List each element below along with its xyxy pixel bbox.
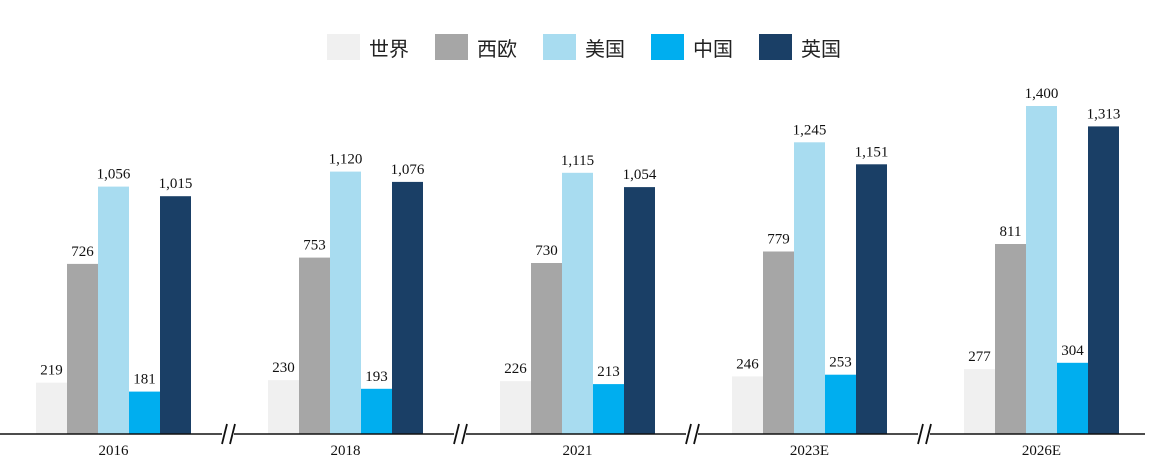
legend-swatch [327,34,360,60]
bar [1026,106,1057,434]
axis-break-stroke [453,423,460,445]
bar [160,196,191,434]
legend-swatch [651,34,684,60]
bar [392,181,423,434]
bar [732,376,763,434]
axis-break-stroke [685,423,692,445]
axis-break-stroke [461,423,468,445]
legend-item-1: 西欧 [435,33,517,62]
legend-item-0: 世界 [327,33,409,62]
data-label: 1,120 [329,152,363,168]
bar [531,263,562,434]
bar [268,380,299,434]
data-label: 730 [535,243,558,259]
data-label: 1,151 [855,144,889,160]
data-label: 1,015 [159,176,193,192]
axis-break-stroke [693,423,700,445]
bar [299,257,330,434]
data-label: 811 [1000,224,1022,240]
data-label: 1,245 [793,122,827,138]
data-label: 753 [303,238,326,254]
axis-break [917,423,932,445]
bar [794,142,825,435]
data-label: 230 [272,360,295,376]
bar [98,186,129,434]
legend-label: 美国 [585,36,625,61]
legend-swatch [759,34,792,60]
bar [361,388,392,434]
data-label: 181 [133,372,156,388]
data-label: 1,076 [391,162,425,178]
bar [964,369,995,434]
legend-swatch [543,34,576,60]
legend-label: 西欧 [477,36,517,61]
bar [856,164,887,435]
bar [624,187,655,434]
axis-break [453,423,468,445]
data-label: 253 [829,355,852,371]
axis-break-gap [222,430,234,438]
bar [825,374,856,434]
data-label: 779 [767,232,790,248]
data-label: 213 [597,364,620,380]
legend-item-3: 中国 [651,33,733,62]
data-label: 193 [365,369,388,385]
x-tick-label: 2023E [790,443,829,459]
axis-break-stroke [221,423,228,445]
bar [763,251,794,434]
data-label: 1,115 [561,153,594,169]
legend-label: 世界 [369,36,409,61]
axis-break-stroke [229,423,236,445]
data-label: 226 [504,361,527,377]
data-label: 219 [40,363,63,379]
x-tick-label: 2026E [1022,443,1061,459]
bar [330,171,361,434]
legend-label: 中国 [693,36,733,61]
data-label: 1,056 [97,167,131,183]
data-label: 726 [71,244,94,260]
data-label: 246 [736,356,759,372]
bar [995,244,1026,434]
axis-break-gap [454,430,466,438]
bar [129,391,160,434]
bar [593,384,624,434]
bar [1057,362,1088,434]
data-label: 1,054 [623,167,657,183]
axis-break-stroke [925,423,932,445]
x-tick-label: 2018 [331,443,361,459]
axis-break-stroke [917,423,924,445]
axis-break-gap [918,430,930,438]
bar [36,382,67,434]
data-label: 1,313 [1087,106,1121,122]
x-tick-label: 2021 [563,443,593,459]
bar [562,172,593,435]
data-label: 1,400 [1025,86,1059,102]
legend-label: 英国 [801,36,841,61]
legend-item-2: 美国 [543,33,625,62]
data-label: 304 [1061,343,1084,359]
bar [1088,126,1119,435]
axis-break [685,423,700,445]
data-label: 277 [968,349,991,365]
axis-break-gap [686,430,698,438]
legend-item-4: 英国 [759,33,841,62]
legend-swatch [435,34,468,60]
bar [500,381,531,434]
x-tick-label: 2016 [99,443,130,459]
axis-break [221,423,236,445]
legend: 世界 西欧 美国 中国 英国 [0,32,1168,62]
bar [67,263,98,434]
